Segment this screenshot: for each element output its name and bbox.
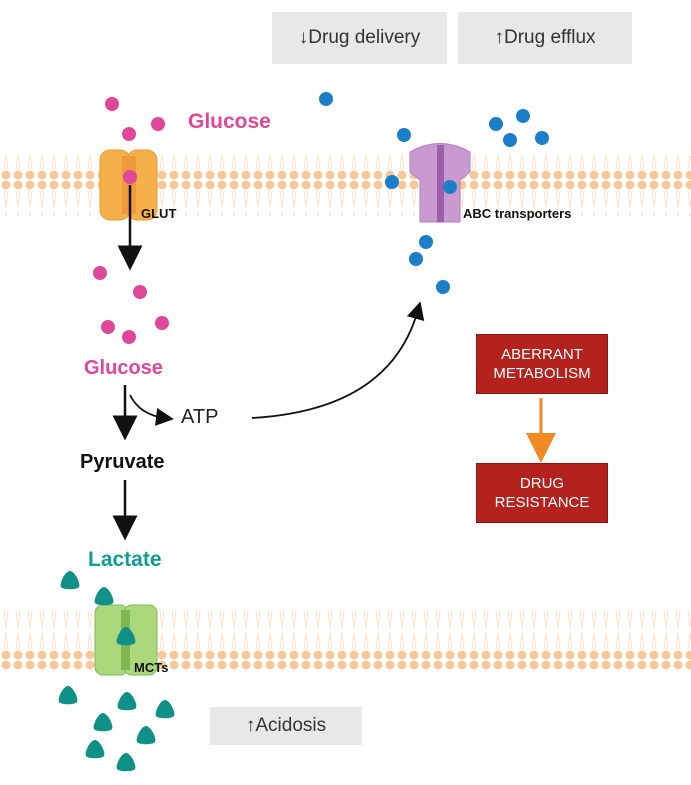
drug-resistance-box: DRUG RESISTANCE: [476, 463, 608, 523]
drug-molecules: [319, 92, 549, 294]
acidosis-label: ↑Acidosis: [210, 707, 362, 745]
abc-transporters-label: ABC transporters: [463, 206, 572, 221]
glucose-inside-label: Glucose: [84, 357, 163, 379]
pyruvate-label: Pyruvate: [80, 451, 165, 473]
lactate-label: Lactate: [88, 548, 162, 571]
abc-transporter: [409, 143, 471, 223]
glucose-molecules: [93, 97, 169, 344]
aberrant-metabolism-box: ABERRANT METABOLISM: [476, 334, 608, 394]
mcts-label: MCTs: [134, 660, 169, 675]
pathway-arrows: [112, 185, 556, 541]
glut-label: GLUT: [141, 206, 177, 221]
drug-delivery-label: ↓Drug delivery: [272, 12, 447, 64]
atp-arrow: [129, 394, 174, 426]
atp-to-abc-arrow: [251, 301, 425, 419]
drug-efflux-label: ↑Drug efflux: [458, 12, 632, 64]
atp-label: ATP: [181, 406, 219, 428]
glucose-outside-label: Glucose: [188, 110, 271, 133]
